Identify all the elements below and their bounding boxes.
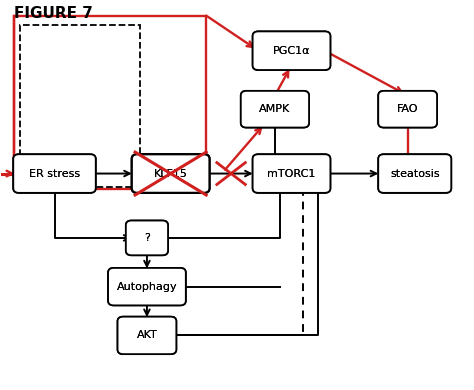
- Text: ER stress: ER stress: [29, 168, 80, 179]
- Text: ER stress: ER stress: [29, 168, 80, 179]
- Text: Autophagy: Autophagy: [117, 282, 177, 292]
- FancyBboxPatch shape: [126, 220, 168, 255]
- FancyBboxPatch shape: [13, 154, 96, 193]
- Text: PGC1α: PGC1α: [273, 46, 310, 56]
- FancyBboxPatch shape: [378, 154, 451, 193]
- Text: AKT: AKT: [137, 330, 157, 340]
- Text: Autophagy: Autophagy: [117, 282, 177, 292]
- Text: PGC1α: PGC1α: [273, 46, 310, 56]
- Text: mTORC1: mTORC1: [267, 168, 316, 179]
- FancyBboxPatch shape: [378, 91, 437, 128]
- FancyBboxPatch shape: [118, 317, 176, 354]
- Text: AMPK: AMPK: [259, 104, 291, 114]
- Text: KLF15: KLF15: [154, 168, 188, 179]
- Text: AKT: AKT: [137, 330, 157, 340]
- FancyBboxPatch shape: [253, 154, 330, 193]
- Text: steatosis: steatosis: [390, 168, 439, 179]
- Text: KLF15: KLF15: [154, 168, 188, 179]
- FancyBboxPatch shape: [126, 220, 168, 255]
- Text: ?: ?: [144, 233, 150, 243]
- FancyBboxPatch shape: [378, 154, 451, 193]
- FancyBboxPatch shape: [132, 154, 210, 193]
- FancyBboxPatch shape: [108, 268, 186, 305]
- FancyBboxPatch shape: [241, 91, 309, 128]
- FancyBboxPatch shape: [108, 268, 186, 305]
- FancyBboxPatch shape: [253, 31, 330, 70]
- FancyBboxPatch shape: [13, 154, 96, 193]
- Text: AMPK: AMPK: [259, 104, 291, 114]
- Text: FAO: FAO: [397, 104, 419, 114]
- Text: mTORC1: mTORC1: [267, 168, 316, 179]
- FancyBboxPatch shape: [253, 31, 330, 70]
- FancyBboxPatch shape: [118, 317, 176, 354]
- Text: steatosis: steatosis: [390, 168, 439, 179]
- Bar: [20, 25, 140, 187]
- Text: FAO: FAO: [397, 104, 419, 114]
- Text: FIGURE 7: FIGURE 7: [14, 6, 93, 21]
- FancyBboxPatch shape: [241, 91, 309, 128]
- FancyBboxPatch shape: [378, 91, 437, 128]
- FancyBboxPatch shape: [253, 154, 330, 193]
- Text: ?: ?: [144, 233, 150, 243]
- Bar: [14, 16, 206, 189]
- FancyBboxPatch shape: [132, 154, 210, 193]
